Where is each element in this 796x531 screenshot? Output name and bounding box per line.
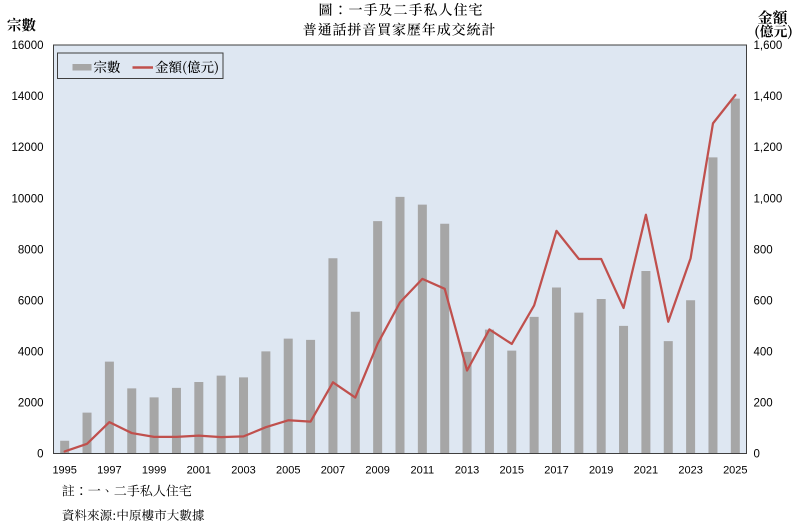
svg-text:1,200: 1,200 [754,142,783,154]
svg-text:14000: 14000 [12,91,44,103]
svg-text:1,400: 1,400 [754,91,783,103]
svg-text:800: 800 [754,244,773,256]
svg-text:1997: 1997 [97,465,121,477]
svg-text:0: 0 [37,449,43,461]
svg-text:2001: 2001 [187,465,211,477]
svg-text:10000: 10000 [12,193,44,205]
svg-text:2005: 2005 [276,465,300,477]
svg-text:1999: 1999 [142,465,166,477]
svg-text:4000: 4000 [18,346,44,358]
svg-text:600: 600 [754,295,773,307]
svg-text:0: 0 [754,449,760,461]
svg-text:200: 200 [754,398,773,410]
svg-text:2023: 2023 [678,465,702,477]
svg-text:2013: 2013 [455,465,479,477]
svg-text:2011: 2011 [411,465,435,477]
svg-text:2019: 2019 [589,465,613,477]
svg-text:1,000: 1,000 [754,193,783,205]
svg-text:400: 400 [754,346,773,358]
svg-text:2015: 2015 [500,465,524,477]
svg-text:1995: 1995 [52,465,76,477]
svg-text:6000: 6000 [18,295,44,307]
svg-text:2003: 2003 [231,465,255,477]
svg-text:2000: 2000 [18,398,44,410]
svg-text:2021: 2021 [634,465,658,477]
svg-text:1,600: 1,600 [754,40,783,52]
svg-text:2009: 2009 [365,465,389,477]
svg-text:12000: 12000 [12,142,44,154]
svg-text:2007: 2007 [321,465,345,477]
svg-text:2017: 2017 [544,465,568,477]
svg-text:16000: 16000 [12,40,44,52]
svg-text:2025: 2025 [723,465,747,477]
svg-text:8000: 8000 [18,244,44,256]
